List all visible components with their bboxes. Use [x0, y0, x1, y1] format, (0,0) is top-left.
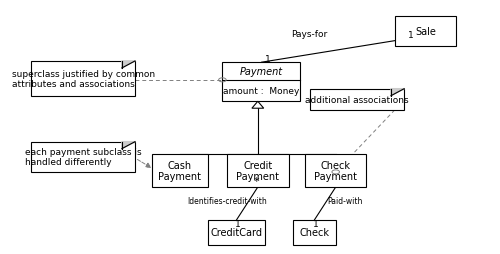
Text: Check
Payment: Check Payment: [314, 160, 357, 182]
Text: amount :  Money: amount : Money: [223, 87, 300, 96]
FancyBboxPatch shape: [31, 62, 135, 97]
Polygon shape: [122, 62, 135, 69]
FancyBboxPatch shape: [208, 220, 265, 245]
FancyBboxPatch shape: [31, 142, 135, 172]
Text: Identifies-credit-with: Identifies-credit-with: [187, 197, 267, 205]
FancyBboxPatch shape: [394, 17, 456, 46]
FancyBboxPatch shape: [310, 89, 404, 111]
Text: Cash
Payment: Cash Payment: [158, 160, 202, 182]
Polygon shape: [252, 102, 264, 109]
Text: 1: 1: [408, 31, 414, 40]
Polygon shape: [122, 142, 135, 149]
Text: Sale: Sale: [415, 27, 436, 37]
Text: 1: 1: [265, 55, 270, 64]
FancyBboxPatch shape: [293, 220, 336, 245]
FancyBboxPatch shape: [227, 155, 288, 187]
Text: CreditCard: CreditCard: [210, 228, 262, 237]
FancyBboxPatch shape: [152, 155, 208, 187]
FancyBboxPatch shape: [305, 155, 366, 187]
Text: Credit
Payment: Credit Payment: [236, 160, 280, 182]
Text: Pays-for: Pays-for: [292, 30, 328, 39]
Text: Payment: Payment: [240, 67, 283, 76]
FancyBboxPatch shape: [222, 63, 300, 102]
Text: Paid-with: Paid-with: [328, 197, 363, 205]
Text: Check: Check: [300, 228, 330, 237]
Text: additional associations: additional associations: [305, 96, 409, 104]
Polygon shape: [391, 89, 404, 96]
Text: 1: 1: [312, 219, 318, 228]
Text: superclass justified by common
attributes and associations: superclass justified by common attribute…: [12, 70, 154, 89]
Text: 1: 1: [234, 219, 240, 228]
Text: each payment subclass is
handled differently: each payment subclass is handled differe…: [25, 148, 142, 167]
Text: *: *: [254, 176, 260, 186]
